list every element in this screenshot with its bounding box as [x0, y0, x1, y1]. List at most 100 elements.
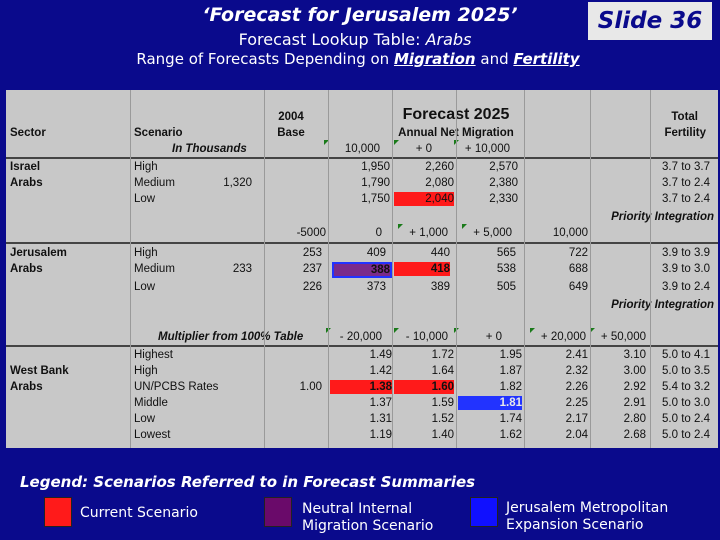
table-cell: 237	[302, 263, 322, 275]
legend-title-rest: : Scenarios Referred to in Forecast Summ…	[82, 473, 476, 491]
sector-israel: Israel	[10, 161, 41, 173]
table-cell-current-scenario: 1.60	[394, 380, 454, 394]
legend-label-current: Current Scenario	[80, 505, 198, 521]
table-cell: 2,380	[489, 177, 518, 189]
subtitle-range-and: and	[480, 50, 509, 68]
legend-label-neutral-2: Migration Scenario	[302, 518, 434, 534]
table-cell: 1,950	[361, 161, 390, 173]
fertility-cell: 5.0 to 3.5	[662, 365, 710, 377]
migration-header-cell: + 20,000	[540, 331, 586, 343]
table-cell: 505	[496, 281, 516, 293]
priority-integration-label: Priority Integration	[611, 299, 714, 311]
migration-header-cell: + 5,000	[473, 227, 512, 239]
table-cell: 1.40	[431, 429, 454, 441]
table-cell: 389	[430, 281, 450, 293]
migration-header-cell: -5000	[296, 227, 326, 239]
table-cell: 538	[496, 263, 516, 275]
table-cell: 2.91	[623, 397, 646, 409]
table-cell: 3.10	[623, 349, 646, 361]
table-cell: 253	[302, 247, 322, 259]
header-in-thousands: In Thousands	[172, 143, 247, 155]
grid-line	[590, 90, 591, 448]
legend-label-metro-1: Jerusalem Metropolitan	[506, 500, 669, 516]
priority-integration-label: Priority Integration	[611, 211, 714, 223]
migration-header-cell: 0	[375, 227, 382, 239]
table-cell: 2.41	[565, 349, 588, 361]
table-cell: 1.87	[499, 365, 522, 377]
table-cell: 2.80	[623, 413, 646, 425]
table-cell-current-scenario: 2,040	[394, 192, 454, 206]
legend-label-neutral-1: Neutral Internal	[302, 501, 413, 517]
migration-header-cell: 10,000	[344, 143, 380, 155]
subtitle-range-fertility: Fertility	[513, 50, 580, 68]
table-cell: 1,750	[361, 193, 390, 205]
table-cell: 373	[366, 281, 386, 293]
table-cell-current-scenario: 1.38	[330, 380, 392, 394]
table-cell: 2,080	[425, 177, 454, 189]
table-cell: 1.72	[431, 349, 454, 361]
note-flag	[530, 328, 535, 333]
fertility-cell: 3.7 to 2.4	[662, 193, 710, 205]
fertility-cell: 3.7 to 3.7	[662, 161, 710, 173]
table-cell: 2.32	[565, 365, 588, 377]
subtitle-lookup-text: Forecast Lookup Table:	[238, 30, 421, 49]
fertility-cell: 5.0 to 2.4	[662, 429, 710, 441]
migration-header-cell: - 10,000	[405, 331, 448, 343]
scenario-label: Middle	[134, 397, 168, 409]
header-fertility: Fertility	[664, 127, 706, 139]
header-2004: 2004	[278, 111, 304, 123]
scenario-label: Low	[134, 193, 156, 205]
scenario-label: Low	[134, 413, 156, 425]
scenario-label: High	[134, 365, 158, 377]
scenario-label: Lowest	[134, 429, 171, 441]
migration-header-cell: + 0	[415, 143, 432, 155]
migration-header-cell: - 20,000	[339, 331, 382, 343]
slide-title: ‘Forecast for Jerusalem 2025’	[202, 4, 518, 26]
migration-header-cell: + 0	[485, 331, 502, 343]
migration-header-cell: + 10,000	[464, 143, 510, 155]
table-cell: 1.49	[369, 349, 392, 361]
table-cell: 1.31	[369, 413, 392, 425]
grid-line	[392, 90, 393, 448]
divider	[6, 157, 718, 159]
subtitle-lookup-em: Arabs	[425, 30, 472, 49]
table-cell: 1.52	[431, 413, 454, 425]
subtitle-range: Range of Forecasts Depending on Migratio…	[0, 50, 716, 68]
base-israel: 1,320	[223, 177, 252, 189]
header-base: Base	[277, 127, 305, 139]
fertility-cell: 5.0 to 4.1	[662, 349, 710, 361]
sector-jerusalem-arabs: Arabs	[10, 263, 43, 275]
table-cell: 1.37	[369, 397, 392, 409]
legend-title: Legend: Scenarios Referred to in Forecas…	[20, 473, 475, 491]
note-flag	[590, 328, 595, 333]
table-cell-metro-scenario: 1.81	[458, 396, 522, 410]
legend-swatch-current	[44, 497, 72, 527]
table-cell-neutral-scenario: 388	[332, 262, 392, 278]
multiplier-label: Multiplier from 100% Table	[158, 331, 304, 343]
header-annual-migration: Annual Net Migration	[398, 127, 514, 139]
fertility-cell: 3.9 to 3.9	[662, 247, 710, 259]
table-cell: 1.95	[499, 349, 522, 361]
table-cell: 1.59	[431, 397, 454, 409]
subtitle-lookup: Forecast Lookup Table: Arabs	[0, 30, 710, 49]
grid-line	[328, 90, 329, 448]
table-cell-current-scenario: 418	[394, 262, 450, 276]
table-cell: 1.19	[369, 429, 392, 441]
legend-title-strong: Legend	[20, 473, 83, 491]
forecast-lookup-table: Sector Scenario In Thousands 2004 Base F…	[6, 90, 718, 448]
migration-header-cell: + 1,000	[409, 227, 448, 239]
sector-westbank-arabs: Arabs	[10, 381, 43, 393]
scenario-label: UN/PCBS Rates	[134, 381, 219, 393]
table-cell: 1.74	[499, 413, 522, 425]
grid-line	[130, 90, 131, 448]
scenario-label: High	[134, 247, 158, 259]
header-sector: Sector	[10, 127, 46, 139]
fertility-cell: 5.0 to 3.0	[662, 397, 710, 409]
base-westbank: 1.00	[299, 381, 322, 393]
table-cell: 2.92	[623, 381, 646, 393]
sector-westbank: West Bank	[10, 365, 69, 377]
grid-line	[650, 90, 651, 448]
table-cell: 1.64	[431, 365, 454, 377]
table-cell: 565	[496, 247, 516, 259]
header-forecast-2025: Forecast 2025	[402, 106, 510, 123]
